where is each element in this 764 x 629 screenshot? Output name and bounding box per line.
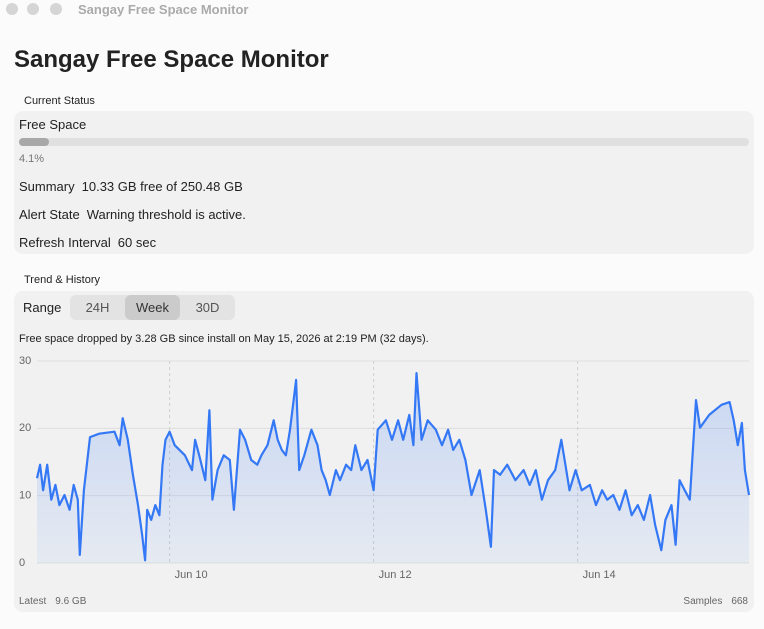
y-tick-label: 10 (19, 490, 31, 502)
x-tick-label: Jun 10 (175, 569, 208, 581)
status-panel (14, 111, 754, 254)
y-tick-label: 0 (19, 557, 25, 569)
summary-label: Summary (19, 179, 75, 194)
zoom-button[interactable] (50, 3, 62, 15)
progress-track (19, 138, 749, 146)
trend-caption: Free space dropped by 3.28 GB since inst… (19, 333, 429, 345)
refresh-label: Refresh Interval (19, 235, 111, 250)
latest-value: 9.6 GB (55, 596, 87, 607)
samples-label: Samples (683, 596, 723, 607)
free-space-label: Free Space (19, 117, 87, 132)
alert-label: Alert State (19, 207, 80, 222)
window-title: Sangay Free Space Monitor (78, 2, 249, 17)
refresh-value: 60 sec (117, 235, 157, 250)
latest-label: Latest (19, 596, 47, 607)
samples-value: 668 (731, 596, 748, 607)
range-label: Range (23, 300, 62, 315)
progress-label: 4.1% (19, 153, 45, 165)
section-label: Current Status (24, 95, 95, 107)
page-title: Sangay Free Space Monitor (14, 46, 329, 73)
range-control: 24H Week 30D (70, 295, 235, 320)
summary-row: Summary 10.33 GB free of 250.48 GB (19, 179, 243, 194)
minimize-button[interactable] (27, 3, 39, 15)
section-label: Trend & History (24, 274, 101, 286)
progress-fill (19, 138, 49, 146)
samples: Samples 668 (683, 596, 748, 607)
line (35, 372, 751, 562)
y-tick-label: 30 (19, 355, 31, 367)
latest: Latest 9.6 GB (19, 596, 86, 607)
close-button[interactable] (6, 3, 18, 15)
y-tick-label: 20 (19, 422, 31, 434)
refresh-row: Refresh Interval 60 sec (19, 235, 156, 250)
alert-value: Warning threshold is active. (86, 207, 246, 222)
range-option[interactable]: 30D (195, 300, 220, 315)
summary-value: 10.33 GB free of 250.48 GB (81, 179, 243, 194)
x-tick-label: Jun 12 (379, 569, 412, 581)
range-option[interactable]: 24H (85, 300, 110, 315)
alert-row: Alert State Warning threshold is active. (19, 207, 246, 222)
x-tick-label: Jun 14 (583, 569, 616, 581)
area-fill (37, 373, 749, 563)
range-option[interactable]: Week (125, 295, 180, 320)
